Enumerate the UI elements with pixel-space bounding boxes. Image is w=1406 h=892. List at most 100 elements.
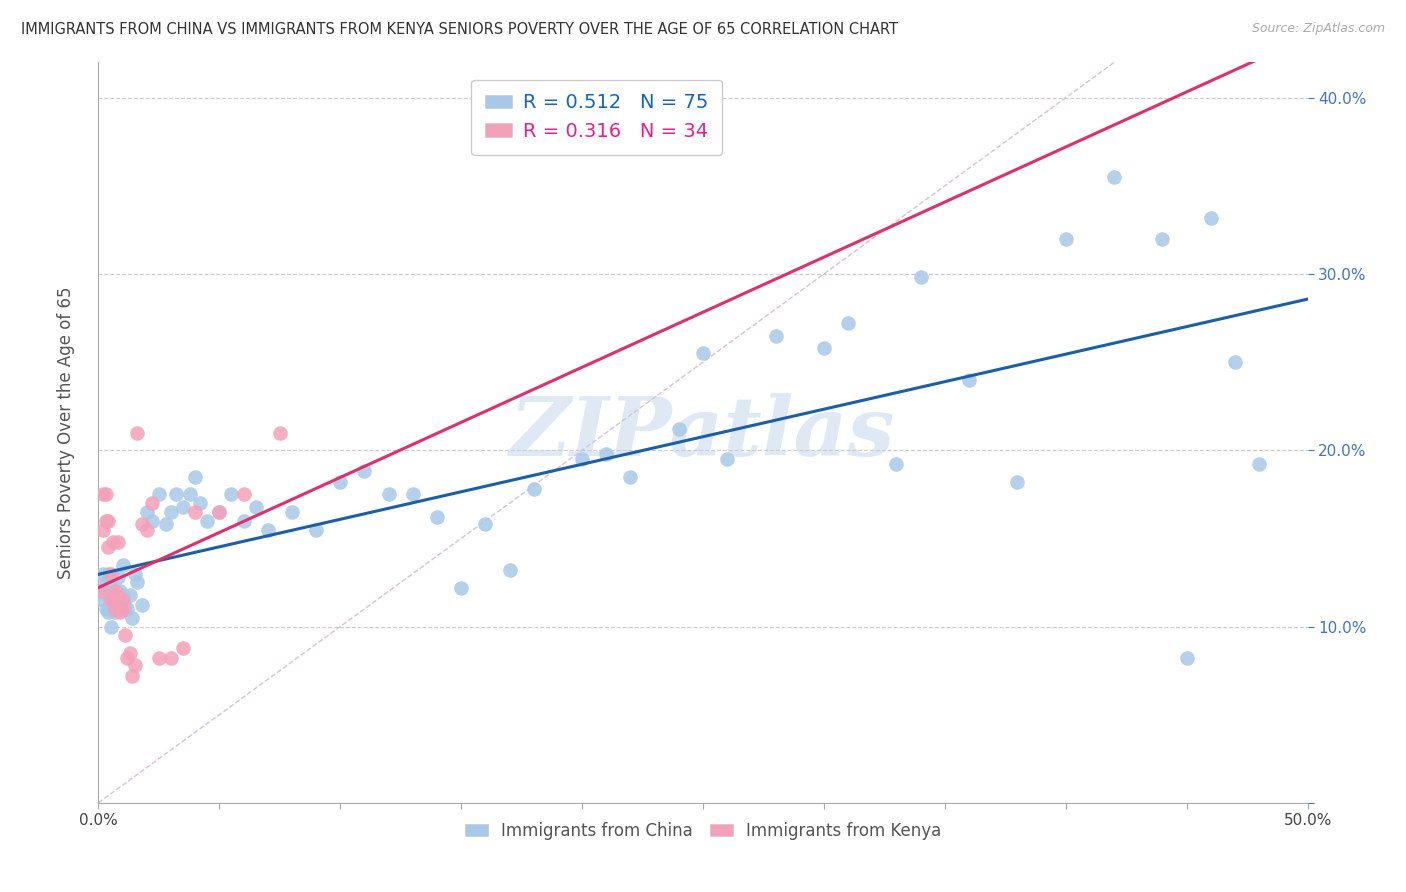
Point — [94, 575, 117, 590]
Point — [91, 487, 114, 501]
Text: Source: ZipAtlas.com: Source: ZipAtlas.com — [1251, 22, 1385, 36]
Point — [104, 606, 127, 620]
Point — [837, 316, 859, 330]
Point — [305, 523, 328, 537]
Point — [124, 566, 146, 581]
Point — [1223, 355, 1246, 369]
Point — [450, 581, 472, 595]
Point — [195, 514, 218, 528]
Point — [101, 584, 124, 599]
Point — [813, 341, 835, 355]
Point — [107, 570, 129, 584]
Point — [668, 422, 690, 436]
Point — [108, 584, 131, 599]
Point — [188, 496, 211, 510]
Point — [474, 517, 496, 532]
Point — [108, 599, 131, 613]
Point — [97, 540, 120, 554]
Point — [426, 510, 449, 524]
Point — [100, 593, 122, 607]
Point — [172, 640, 194, 655]
Point — [121, 669, 143, 683]
Point — [111, 558, 134, 572]
Point — [127, 575, 149, 590]
Point — [111, 602, 134, 616]
Point — [91, 566, 114, 581]
Point — [1007, 475, 1029, 489]
Point — [127, 425, 149, 440]
Point — [111, 593, 134, 607]
Point — [100, 575, 122, 590]
Point — [329, 475, 352, 489]
Point — [716, 452, 738, 467]
Point — [108, 606, 131, 620]
Point — [1249, 458, 1271, 472]
Point — [131, 517, 153, 532]
Point — [117, 651, 139, 665]
Point — [377, 487, 399, 501]
Point — [107, 593, 129, 607]
Point — [107, 588, 129, 602]
Point — [94, 487, 117, 501]
Point — [141, 496, 163, 510]
Point — [121, 610, 143, 624]
Point — [184, 505, 207, 519]
Point — [124, 658, 146, 673]
Point — [118, 588, 141, 602]
Point — [97, 566, 120, 581]
Point — [91, 593, 114, 607]
Legend: Immigrants from China, Immigrants from Kenya: Immigrants from China, Immigrants from K… — [458, 815, 948, 847]
Point — [1175, 651, 1198, 665]
Point — [155, 517, 177, 532]
Point — [523, 482, 546, 496]
Point — [111, 588, 134, 602]
Point — [957, 373, 980, 387]
Point — [104, 602, 127, 616]
Point — [97, 606, 120, 620]
Point — [692, 346, 714, 360]
Point — [1152, 232, 1174, 246]
Point — [118, 646, 141, 660]
Point — [221, 487, 243, 501]
Point — [245, 500, 267, 514]
Point — [135, 505, 157, 519]
Point — [172, 500, 194, 514]
Point — [97, 588, 120, 602]
Point — [131, 599, 153, 613]
Point — [100, 593, 122, 607]
Point — [232, 487, 254, 501]
Point — [160, 651, 183, 665]
Point — [910, 270, 932, 285]
Text: IMMIGRANTS FROM CHINA VS IMMIGRANTS FROM KENYA SENIORS POVERTY OVER THE AGE OF 6: IMMIGRANTS FROM CHINA VS IMMIGRANTS FROM… — [21, 22, 898, 37]
Point — [1054, 232, 1077, 246]
Point — [114, 599, 136, 613]
Point — [184, 469, 207, 483]
Point — [269, 425, 291, 440]
Point — [104, 584, 127, 599]
Point — [101, 535, 124, 549]
Point — [101, 593, 124, 607]
Point — [179, 487, 201, 501]
Point — [232, 514, 254, 528]
Text: ZIPatlas: ZIPatlas — [510, 392, 896, 473]
Point — [100, 619, 122, 633]
Point — [100, 566, 122, 581]
Point — [135, 523, 157, 537]
Point — [1102, 169, 1125, 184]
Point — [353, 464, 375, 478]
Point — [208, 505, 231, 519]
Point — [1199, 211, 1222, 225]
Point — [94, 602, 117, 616]
Point — [101, 599, 124, 613]
Point — [94, 514, 117, 528]
Point — [165, 487, 187, 501]
Point — [90, 584, 112, 599]
Point — [148, 487, 170, 501]
Point — [595, 447, 617, 461]
Point — [91, 523, 114, 537]
Point — [571, 452, 593, 467]
Point — [402, 487, 425, 501]
Point — [765, 328, 787, 343]
Point — [281, 505, 304, 519]
Point — [117, 602, 139, 616]
